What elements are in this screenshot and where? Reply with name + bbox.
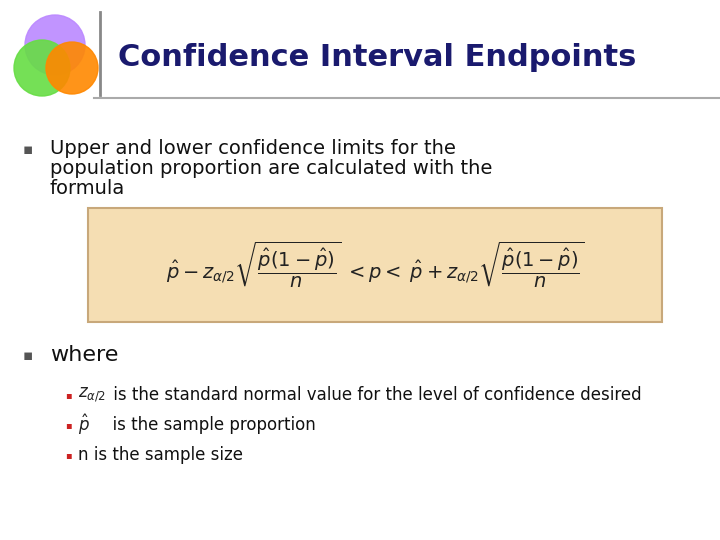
FancyBboxPatch shape: [88, 208, 662, 322]
Text: is the standard normal value for the level of confidence desired: is the standard normal value for the lev…: [108, 386, 642, 404]
Text: ▪: ▪: [65, 450, 71, 460]
Circle shape: [46, 42, 98, 94]
Text: n is the sample size: n is the sample size: [78, 446, 243, 464]
Text: formula: formula: [50, 179, 125, 198]
Circle shape: [25, 15, 85, 75]
Text: population proportion are calculated with the: population proportion are calculated wit…: [50, 159, 492, 178]
Text: ▪: ▪: [65, 390, 71, 400]
Text: is the sample proportion: is the sample proportion: [102, 416, 316, 434]
Text: $\hat{p}$: $\hat{p}$: [78, 413, 90, 437]
Text: where: where: [50, 345, 118, 365]
Text: Upper and lower confidence limits for the: Upper and lower confidence limits for th…: [50, 138, 456, 158]
Circle shape: [14, 40, 70, 96]
Text: $\hat{p} - z_{\alpha/2}\sqrt{\dfrac{\hat{p}(1-\hat{p})}{n}}$$\; < p < \;$$\hat{p: $\hat{p} - z_{\alpha/2}\sqrt{\dfrac{\hat…: [166, 240, 585, 290]
Text: Confidence Interval Endpoints: Confidence Interval Endpoints: [118, 44, 636, 72]
Text: ▪: ▪: [65, 420, 71, 430]
Text: ▪: ▪: [23, 348, 33, 362]
Text: $z_{\alpha/2}$: $z_{\alpha/2}$: [78, 386, 106, 404]
Text: ▪: ▪: [23, 143, 33, 158]
